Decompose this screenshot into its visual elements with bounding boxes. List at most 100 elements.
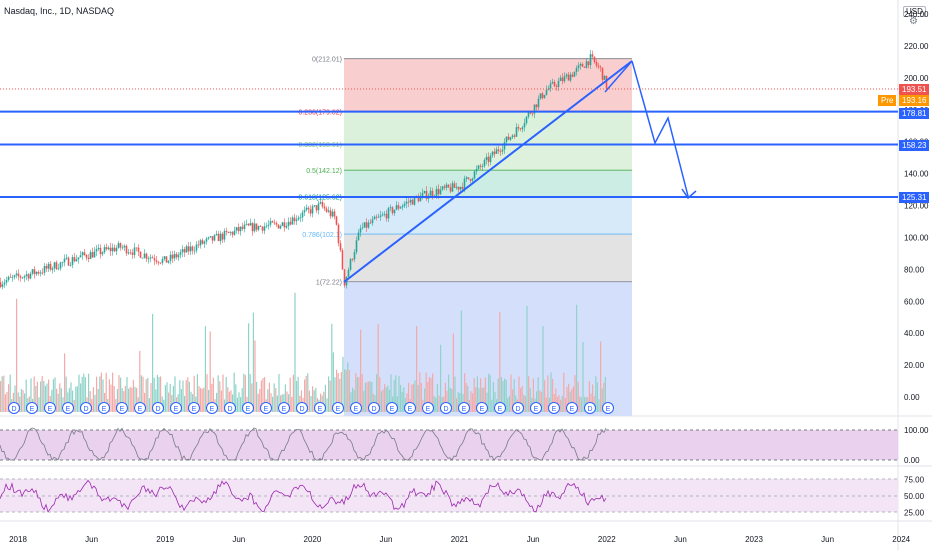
event-marker[interactable]: D xyxy=(368,402,380,414)
fibonacci-retracement[interactable]: 0(212.01)0.236(179.02)0.382(158.61)0.5(1… xyxy=(298,57,632,416)
event-marker[interactable]: E xyxy=(134,402,146,414)
event-marker[interactable]: E xyxy=(386,402,398,414)
event-marker[interactable]: E xyxy=(242,402,254,414)
candle-body xyxy=(465,177,468,179)
event-marker[interactable]: D xyxy=(296,402,308,414)
event-marker[interactable]: E xyxy=(26,402,38,414)
event-marker-ring xyxy=(404,402,416,414)
price-tick-label: 60.00 xyxy=(904,297,925,306)
event-marker[interactable]: E xyxy=(494,402,506,414)
candle-body xyxy=(565,74,568,77)
candle-body xyxy=(387,208,390,219)
candle-body xyxy=(193,250,196,252)
event-marker[interactable]: E xyxy=(188,402,200,414)
candle-body xyxy=(137,247,140,252)
symbol-title[interactable]: Nasdaq, Inc., 1D, NASDAQ xyxy=(4,6,115,16)
candle-body xyxy=(461,186,464,190)
candle-body xyxy=(319,202,322,204)
volume-bar xyxy=(240,397,242,412)
event-marker-letter: E xyxy=(264,406,269,413)
volume-bar xyxy=(336,369,338,412)
candle-body xyxy=(121,247,124,249)
event-marker[interactable]: E xyxy=(98,402,110,414)
volume-bar xyxy=(568,383,570,412)
event-marker[interactable]: E xyxy=(332,402,344,414)
volume-bar xyxy=(227,387,229,412)
event-marker[interactable]: E xyxy=(458,402,470,414)
price-axis[interactable]: 240.00220.00200.00180.00160.00140.00120.… xyxy=(904,10,929,402)
candle-body xyxy=(341,250,344,270)
volume-bar xyxy=(62,397,64,412)
candle-body xyxy=(73,257,76,262)
projection-start[interactable] xyxy=(604,60,633,93)
event-marker[interactable]: E xyxy=(116,402,128,414)
volume-bar xyxy=(596,382,598,412)
candle-body xyxy=(153,258,156,261)
event-marker[interactable]: E xyxy=(548,402,560,414)
event-marker-ring xyxy=(440,402,452,414)
candle-body xyxy=(327,210,330,212)
event-marker-letter: E xyxy=(534,406,539,413)
candle-body xyxy=(195,244,198,251)
volume-bar xyxy=(563,372,565,412)
event-marker[interactable]: E xyxy=(170,402,182,414)
currency-button[interactable]: USD xyxy=(903,6,926,17)
event-marker[interactable]: E xyxy=(260,402,272,414)
volume-bar xyxy=(353,389,355,412)
event-marker[interactable]: E xyxy=(350,402,362,414)
volume-bar xyxy=(518,376,520,412)
volume-bar xyxy=(52,379,54,412)
candle-body xyxy=(563,76,566,82)
candle-body xyxy=(335,216,338,225)
volume-bar xyxy=(96,376,98,412)
event-marker-letter: D xyxy=(299,406,304,413)
event-marker[interactable]: E xyxy=(314,402,326,414)
event-marker[interactable]: E xyxy=(44,402,56,414)
volume-bar xyxy=(555,388,557,412)
event-marker[interactable]: D xyxy=(80,402,92,414)
oscillator-2-tick: 75.00 xyxy=(904,476,925,485)
event-marker-letter: E xyxy=(408,406,413,413)
event-marker[interactable]: E xyxy=(278,402,290,414)
event-marker-ring xyxy=(98,402,110,414)
candle-body xyxy=(405,201,408,204)
event-marker[interactable]: E xyxy=(62,402,74,414)
candle-body xyxy=(173,253,176,259)
event-marker[interactable]: E xyxy=(476,402,488,414)
projection-path[interactable] xyxy=(631,60,689,197)
event-marker[interactable]: D xyxy=(512,402,524,414)
trend-line[interactable] xyxy=(343,60,633,283)
volume-bar xyxy=(108,379,110,412)
candle-body xyxy=(61,262,64,263)
volume-bar xyxy=(328,376,330,412)
event-marker[interactable]: D xyxy=(224,402,236,414)
volume-bar xyxy=(91,399,93,412)
horizontal-lines[interactable] xyxy=(0,110,898,199)
event-marker[interactable]: D xyxy=(584,402,596,414)
candle-body xyxy=(473,171,476,179)
event-marker[interactable]: D xyxy=(8,402,20,414)
candle-body xyxy=(487,156,490,163)
event-marker[interactable]: D xyxy=(152,402,164,414)
event-marker-ring xyxy=(224,402,236,414)
volume-bar xyxy=(267,389,269,412)
volume-bar xyxy=(424,388,426,412)
event-marker[interactable]: E xyxy=(566,402,578,414)
event-marker[interactable]: E xyxy=(530,402,542,414)
volume-bar xyxy=(561,396,563,412)
volume-bar xyxy=(208,389,210,412)
candle-body xyxy=(397,205,400,209)
event-marker[interactable]: E xyxy=(422,402,434,414)
event-marker[interactable]: E xyxy=(404,402,416,414)
event-marker[interactable]: E xyxy=(602,402,614,414)
gear-icon[interactable]: ⚙ xyxy=(909,16,918,27)
event-marker[interactable]: D xyxy=(440,402,452,414)
candle-body xyxy=(107,247,110,250)
candle-body xyxy=(321,202,324,207)
event-marker[interactable]: E xyxy=(206,402,218,414)
candle-body xyxy=(379,215,382,217)
time-axis[interactable]: 2018 Jun 2019 Jun 2020 Jun 2021 Jun 2022 Jun 2023 J… xyxy=(9,535,911,544)
volume-bar xyxy=(4,394,6,412)
